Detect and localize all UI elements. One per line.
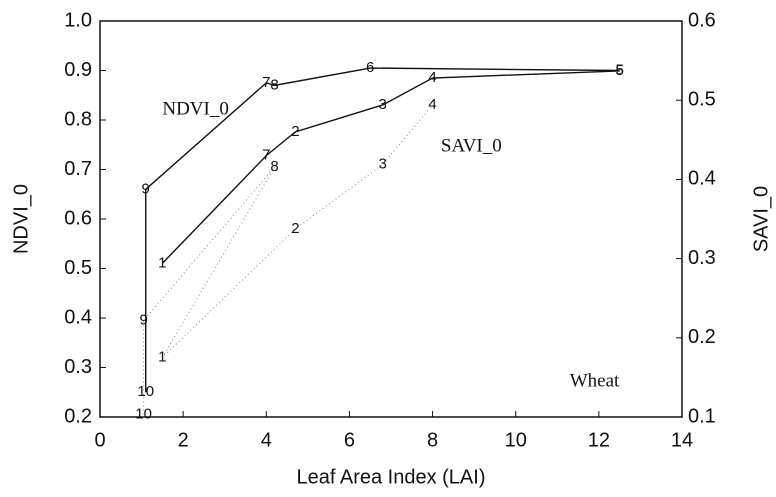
y-axis-label: NDVI_0 [10, 184, 32, 254]
x-tick-label: 4 [261, 429, 272, 451]
point-label: 6 [366, 59, 374, 76]
point-label: 8 [270, 76, 278, 93]
x-tick-label: 10 [505, 429, 527, 451]
x-tick-label: 0 [94, 429, 105, 451]
y-tick-label: 0.8 [64, 108, 92, 130]
y-tick-label: 0.9 [64, 59, 92, 81]
point-label: 7 [262, 147, 270, 164]
y2-tick-label: 0.2 [688, 326, 716, 348]
point-label: 4 [428, 69, 436, 86]
x-tick-label: 12 [588, 429, 610, 451]
point-label: 1 [158, 254, 166, 271]
annotation: Wheat [570, 371, 620, 392]
point-label: 3 [379, 96, 387, 113]
x-tick-label: 2 [178, 429, 189, 451]
point-label: 5 [615, 62, 623, 79]
series-line [161, 70, 620, 264]
y2-tick-label: 0.5 [688, 88, 716, 110]
series-line [143, 104, 433, 415]
y-tick-label: 0.3 [64, 356, 92, 378]
x-tick-label: 8 [427, 429, 438, 451]
y-tick-label: 0.7 [64, 158, 92, 180]
point-label: 8 [270, 158, 278, 175]
y2-tick-label: 0.4 [688, 168, 716, 190]
annotation: NDVI_0 [162, 98, 229, 119]
point-label: 2 [291, 123, 299, 140]
annotation: SAVI_0 [441, 136, 502, 157]
series-line [145, 67, 620, 393]
x-tick-label: 6 [344, 429, 355, 451]
y2-tick-label: 0.6 [688, 9, 716, 31]
point-label: 2 [291, 220, 299, 237]
point-label: 10 [135, 405, 152, 422]
y-tick-label: 0.4 [64, 306, 92, 328]
y-tick-label: 0.5 [64, 257, 92, 279]
point-label: 10 [137, 383, 154, 400]
y-tick-label: 1.0 [64, 9, 92, 31]
y-tick-label: 0.2 [64, 405, 92, 427]
x-axis-label: Leaf Area Index (LAI) [296, 466, 485, 488]
point-label: 4 [428, 96, 436, 113]
x-tick-label: 14 [671, 429, 693, 451]
y-tick-label: 0.6 [64, 207, 92, 229]
y2-axis-label: SAVI_0 [750, 186, 772, 252]
point-label: 1 [158, 349, 166, 366]
y2-tick-label: 0.3 [688, 247, 716, 269]
point-label: 9 [139, 311, 147, 328]
plot-frame [99, 20, 683, 418]
point-label: 5 [615, 61, 623, 78]
y2-tick-label: 0.1 [688, 405, 716, 427]
point-label: 9 [142, 180, 150, 197]
point-label: 3 [379, 156, 387, 173]
point-label: 7 [262, 74, 270, 91]
